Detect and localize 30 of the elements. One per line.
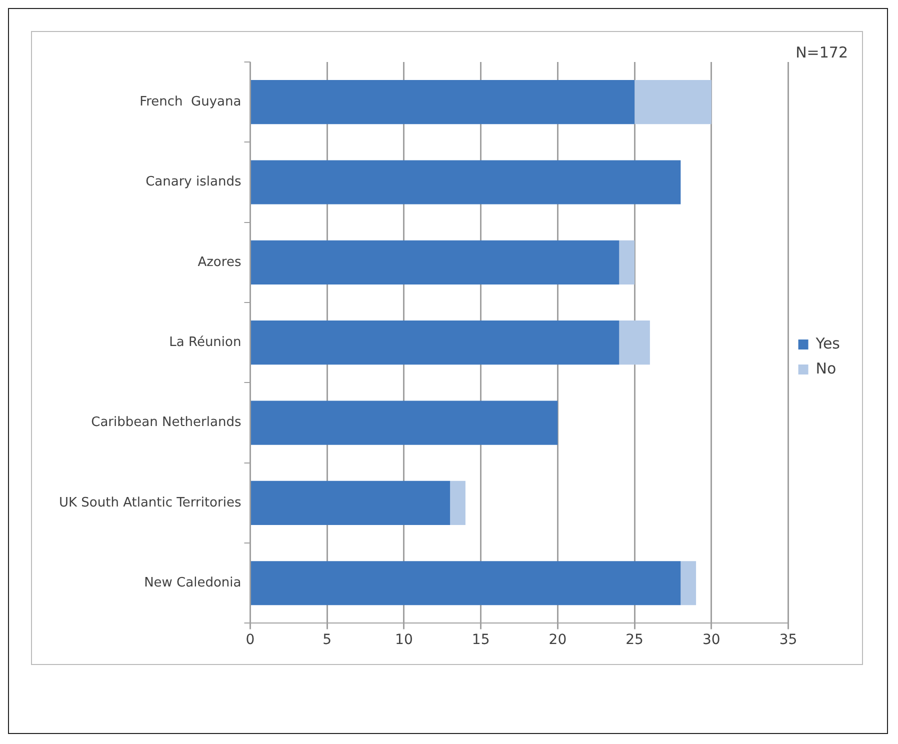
x-tick-label: 5 [322,632,332,648]
x-tick-label: 0 [246,632,255,648]
bar [250,480,450,525]
bar [250,400,558,445]
y-tick-label: Azores [198,254,242,270]
bar [250,320,620,365]
bar [250,160,681,204]
y-tick-label: UK South Atlantic Territories [58,495,242,510]
x-tick-label: 10 [395,632,413,648]
bar [634,80,712,124]
bar [250,80,635,124]
bar [680,561,696,606]
bar [619,240,635,284]
legend-label: Yes [814,334,840,352]
x-tick-label: 35 [779,632,798,648]
bar [619,320,650,365]
x-tick-label: 15 [472,632,490,648]
x-tick-label: 25 [626,632,644,648]
bar [250,240,620,284]
bar [250,561,681,606]
x-tick-label: 20 [548,632,567,648]
y-tick-label: Caribbean Netherlands [91,415,242,430]
y-tick-label: New Caledonia [144,575,242,590]
y-tick-label: Canary islands [146,174,242,190]
bar [450,480,466,525]
text: N=172 [796,43,848,62]
y-tick-label: La Réunion [169,334,242,350]
x-tick-label: 30 [702,632,720,648]
y-tick-label: French Guyana [140,94,242,110]
legend-label: No [816,359,836,378]
